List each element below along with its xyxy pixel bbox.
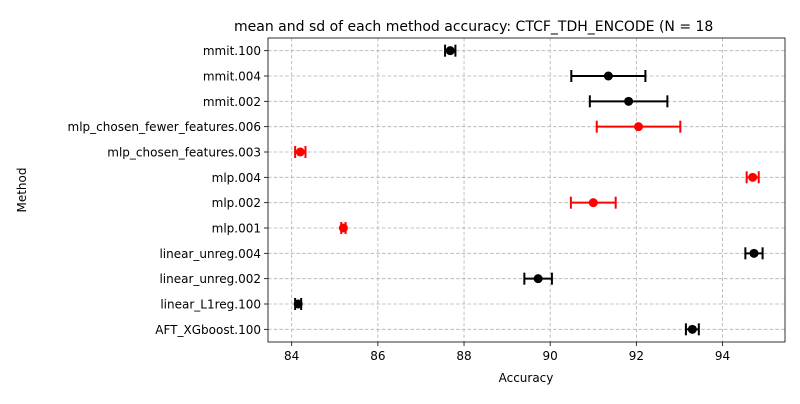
- y-tick-label: mlp_chosen_features.003: [107, 146, 261, 160]
- y-tick-label: linear_unreg.004: [159, 247, 261, 261]
- errorbar-point: [588, 95, 669, 108]
- mean-marker: [603, 71, 613, 81]
- y-tick-label: AFT_XGboost.100: [155, 323, 261, 337]
- ticks: 84 86 88 90 92 94 AFT_XGboost.100 linear_L1reg.…: [68, 44, 731, 363]
- errorbar-point: [523, 272, 553, 285]
- y-tick-label: mmit.002: [203, 95, 261, 109]
- chart-title: mean and sd of each method accuracy: CTC…: [234, 19, 713, 35]
- y-tick-label: mlp.004: [212, 171, 261, 185]
- x-axis-label: Accuracy: [499, 371, 554, 385]
- errorbar-point: [338, 222, 348, 234]
- errorbar-point: [293, 298, 303, 310]
- x-tick-label: 86: [370, 349, 385, 363]
- y-tick-label: mlp.001: [212, 222, 261, 236]
- y-axis-label: Method: [15, 167, 29, 212]
- grid: [268, 38, 785, 342]
- x-tick-label: 88: [456, 349, 471, 363]
- y-tick-label: mlp.002: [212, 196, 261, 210]
- errorbar-point: [595, 120, 682, 133]
- errorbar-point: [444, 44, 457, 57]
- errorbar-point: [744, 247, 764, 260]
- mean-marker: [748, 172, 758, 182]
- mean-marker: [687, 324, 697, 334]
- x-tick-label: 92: [629, 349, 644, 363]
- y-tick-label: linear_unreg.002: [159, 272, 261, 286]
- errorbar-point: [569, 196, 617, 209]
- y-tick-label: mlp_chosen_fewer_features.006: [68, 120, 261, 134]
- mean-marker: [295, 147, 305, 157]
- errorbar-point: [294, 146, 307, 158]
- y-tick-label: mmit.100: [203, 44, 261, 58]
- errorbar-point: [745, 171, 760, 184]
- mean-marker: [588, 198, 598, 208]
- errorbar-point: [684, 323, 700, 336]
- mean-marker: [533, 274, 543, 284]
- plot-frame: [267, 37, 786, 343]
- mean-marker: [624, 96, 634, 106]
- x-tick-label: 90: [543, 349, 558, 363]
- mean-marker: [749, 248, 759, 258]
- mean-marker: [634, 122, 644, 132]
- mean-marker: [445, 46, 455, 56]
- mean-marker: [293, 299, 303, 309]
- x-tick-label: 84: [284, 349, 299, 363]
- y-tick-label: linear_L1reg.100: [160, 298, 261, 312]
- x-tick-label: 94: [715, 349, 730, 363]
- errorbar-point: [570, 70, 647, 82]
- data-marks: [293, 44, 764, 336]
- mean-marker: [338, 223, 348, 233]
- y-tick-label: mmit.004: [203, 70, 261, 84]
